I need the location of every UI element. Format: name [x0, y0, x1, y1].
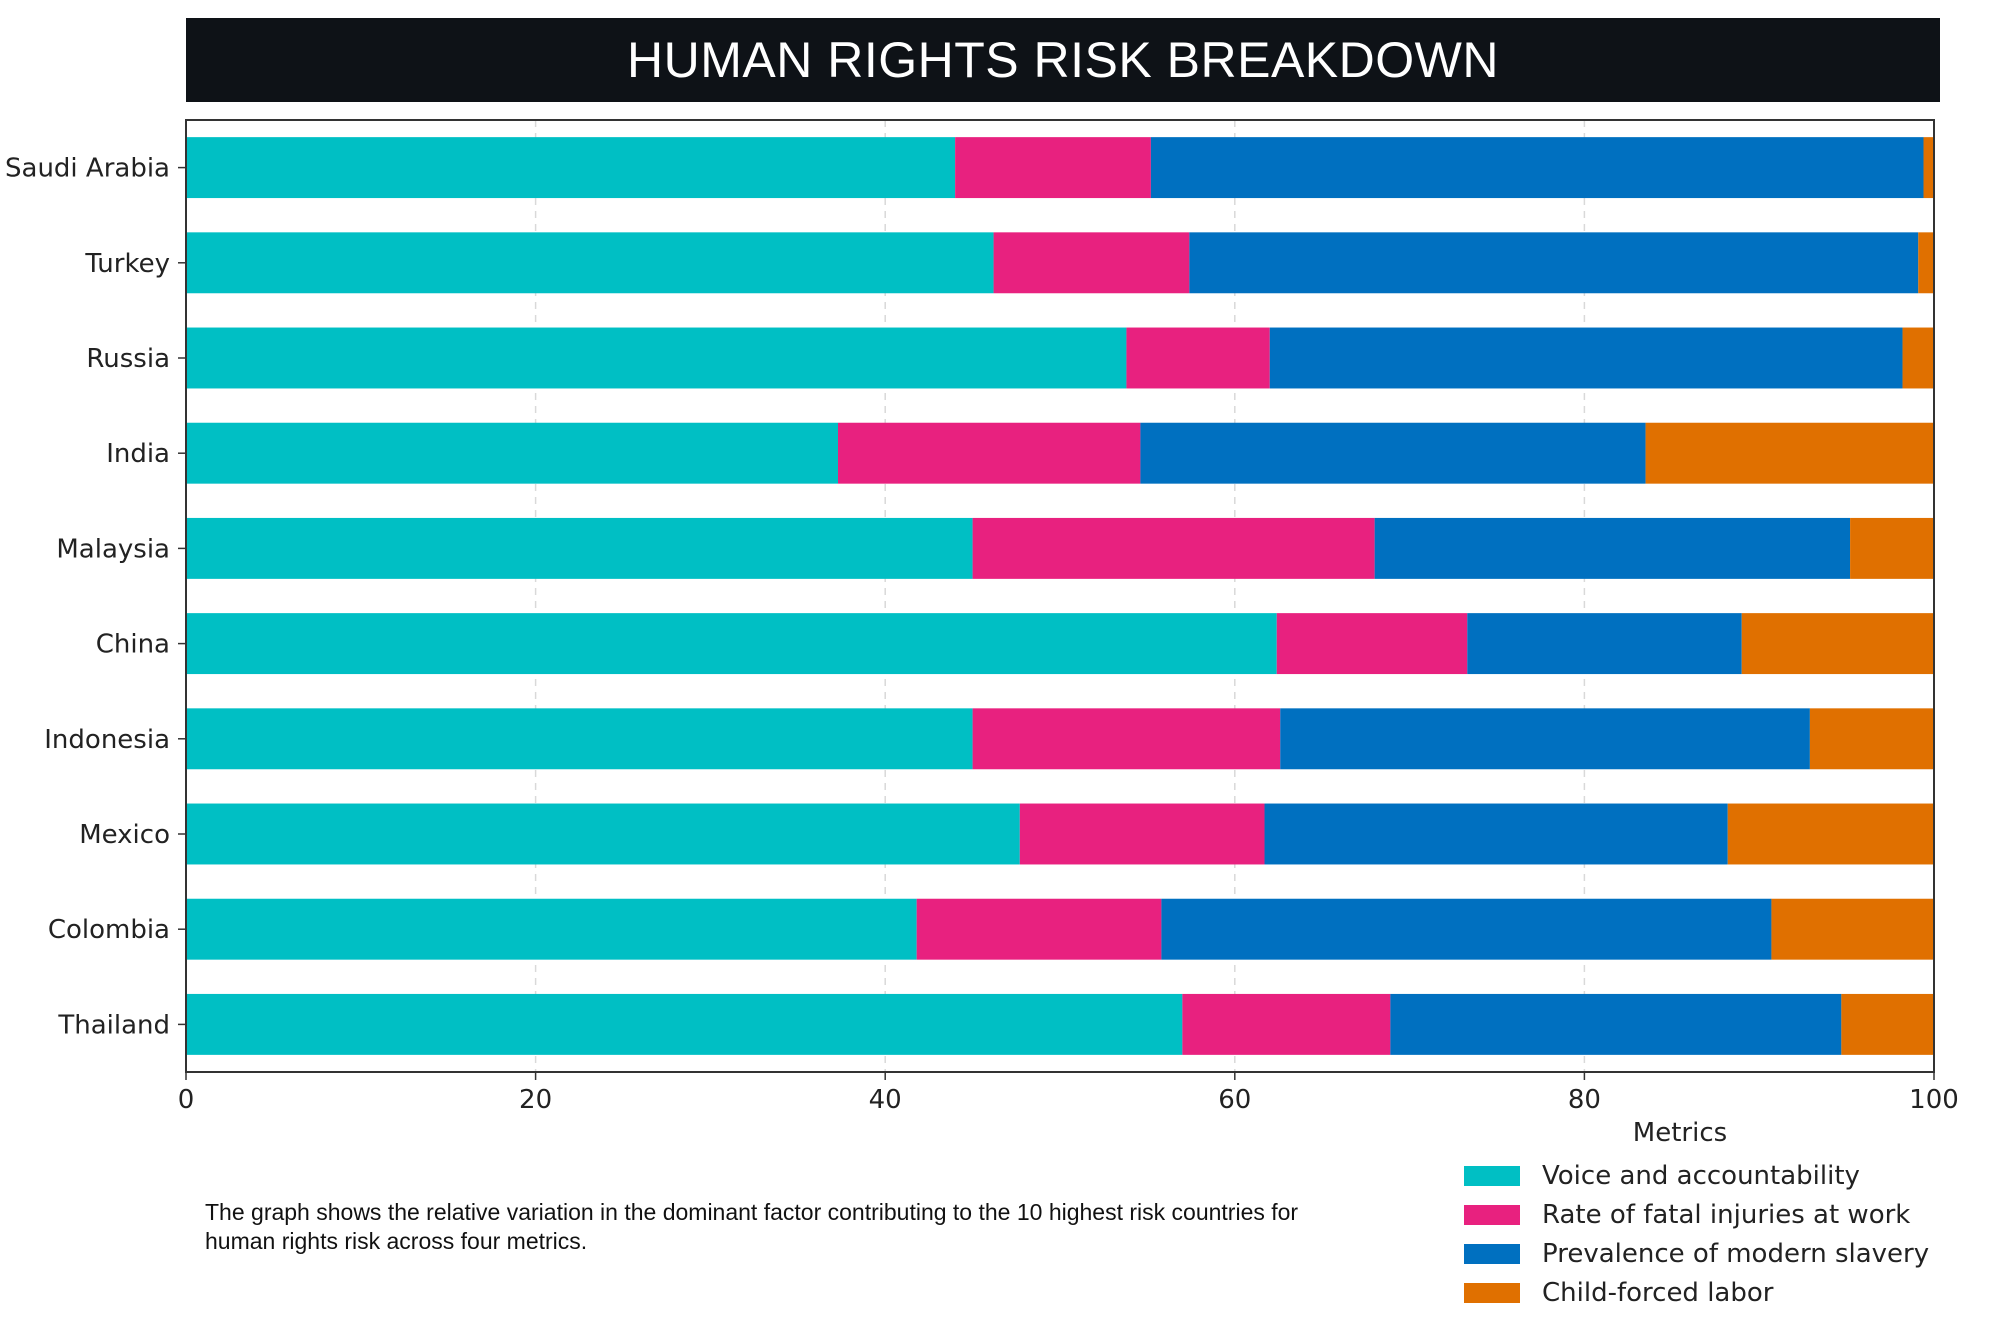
bars [186, 137, 1934, 1055]
bar-segment [1189, 232, 1919, 294]
y-tick-label: Thailand [57, 1010, 170, 1040]
bar-segment [186, 613, 1277, 675]
legend-item-child-labor: Child-forced labor [1464, 1275, 1773, 1311]
x-tick-label: 100 [1909, 1085, 1959, 1115]
legend-label-fatal-injuries: Rate of fatal injuries at work [1542, 1200, 1911, 1230]
y-tick-label: Mexico [79, 820, 170, 850]
bar-segment [1902, 327, 1934, 389]
x-tick-label: 80 [1568, 1085, 1601, 1115]
bar-segment [1727, 803, 1934, 865]
bar-segment [1741, 613, 1934, 675]
legend-swatch-modern-slavery [1464, 1244, 1520, 1264]
chart-title-bar: HUMAN RIGHTS RISK BREAKDOWN [186, 18, 1940, 102]
legend-item-fatal-injuries: Rate of fatal injuries at work [1464, 1197, 1910, 1233]
bar-segment [186, 517, 973, 579]
bar-segment [1374, 517, 1851, 579]
y-tick-label: Indonesia [44, 725, 170, 755]
legend-swatch-fatal-injuries [1464, 1205, 1520, 1225]
bar-segment [1269, 327, 1903, 389]
bar-segment [993, 232, 1190, 294]
bar-segment [186, 898, 917, 960]
bar-segment [186, 708, 973, 770]
axes: Saudi Arabia Turkey Russia India Malaysia Chi… [5, 119, 1959, 1115]
legend-swatch-child-labor [1464, 1283, 1520, 1303]
bar-segment [1390, 993, 1842, 1055]
bar-segment [1150, 137, 1924, 199]
bar-segment [1182, 993, 1391, 1055]
bar-segment [972, 517, 1375, 579]
bar-segment [186, 803, 1020, 865]
bar-segment [1923, 137, 1934, 199]
bar-segment [186, 993, 1183, 1055]
bar-segment [1280, 708, 1810, 770]
chart-caption: The graph shows the relative variation i… [205, 1199, 1299, 1254]
x-tick-label: 60 [1218, 1085, 1251, 1115]
legend-title: Metrics [1632, 1118, 1728, 1148]
bar-segment [916, 898, 1162, 960]
plot-frame [185, 119, 1935, 1073]
bar-segment [972, 708, 1281, 770]
bar-segment [1918, 232, 1934, 294]
legend: Metrics Voice and accountability Rate of… [1400, 1110, 1960, 1316]
chart-title: HUMAN RIGHTS RISK BREAKDOWN [627, 32, 1499, 88]
bar-segment [186, 232, 994, 294]
y-tick-label: China [96, 630, 170, 660]
y-tick-label: Malaysia [56, 534, 170, 564]
x-tick-label: 40 [869, 1085, 902, 1115]
bar-segment [1276, 613, 1468, 675]
bar-segment [1771, 898, 1934, 960]
y-tick-label: Saudi Arabia [5, 154, 170, 184]
y-tick-label: Turkey [84, 249, 170, 279]
bar-segment [1126, 327, 1270, 389]
legend-item-modern-slavery: Prevalence of modern slavery [1464, 1236, 1929, 1272]
bar-segment [1264, 803, 1728, 865]
bar-segment [186, 137, 956, 199]
legend-label-modern-slavery: Prevalence of modern slavery [1542, 1239, 1930, 1269]
bar-segment [1467, 613, 1742, 675]
bar-segment [838, 422, 1141, 484]
bar-segment [1841, 993, 1934, 1055]
y-tick-label: Colombia [48, 915, 170, 945]
legend-label-child-labor: Child-forced labor [1542, 1278, 1774, 1308]
bar-segment [1140, 422, 1646, 484]
bar-segment [1809, 708, 1934, 770]
bar-segment [1645, 422, 1934, 484]
bar-segment [1850, 517, 1934, 579]
legend-label-voice: Voice and accountability [1542, 1161, 1860, 1191]
bar-segment [186, 422, 839, 484]
y-tick-label: Russia [86, 344, 170, 374]
bar-segment [1161, 898, 1772, 960]
x-tick-label: 20 [519, 1085, 552, 1115]
bar-segment [1019, 803, 1265, 865]
bar-segment [955, 137, 1151, 199]
y-tick-label: India [106, 439, 170, 469]
x-tick-label: 0 [178, 1085, 195, 1115]
bar-segment [186, 327, 1127, 389]
legend-swatch-voice [1464, 1166, 1520, 1186]
legend-item-voice: Voice and accountability [1464, 1158, 1860, 1194]
